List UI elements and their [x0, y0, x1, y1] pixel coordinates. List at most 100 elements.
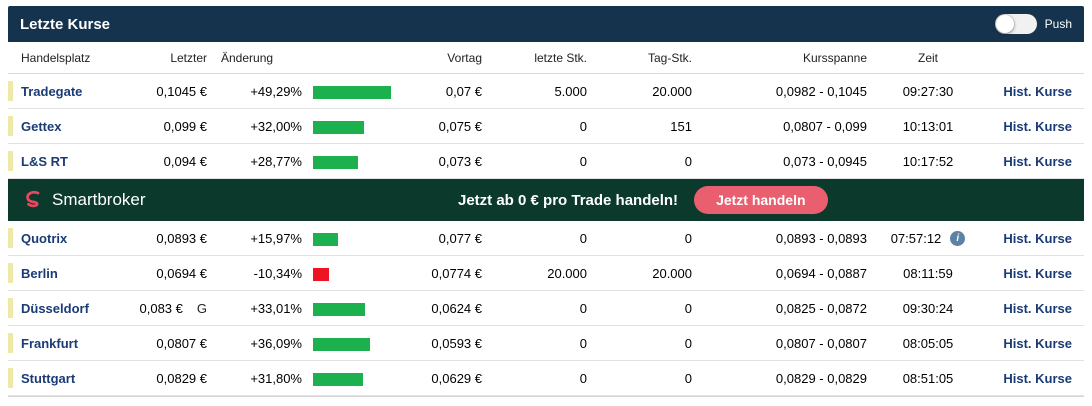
last-price: 0,094 €: [163, 153, 207, 169]
push-toggle[interactable]: [994, 14, 1037, 34]
last-price-cell: 0,0893 €: [128, 231, 213, 246]
col-header-letzter: Letzter: [170, 50, 207, 65]
last-price: 0,0694 €: [156, 265, 207, 281]
last-volume-cell: 20.000: [547, 265, 587, 281]
row-marker: [8, 298, 13, 318]
change-percent: +28,77%: [250, 153, 302, 169]
table-row: Stuttgart 0,0829 € +31,80% 0,0629 € 0 0 0,0829…: [8, 361, 1084, 396]
last-price-cell: 0,083 € G: [128, 301, 213, 316]
change-percent: +32,00%: [250, 118, 302, 134]
last-volume-cell: 5.000: [554, 83, 587, 99]
hist-kurse-link[interactable]: Hist. Kurse: [1003, 230, 1072, 246]
row-marker: [8, 81, 13, 101]
hist-kurse-link[interactable]: Hist. Kurse: [1003, 83, 1072, 99]
change-percent: +31,80%: [250, 370, 302, 386]
change-bar-cell: [308, 153, 408, 169]
hist-kurse-link[interactable]: Hist. Kurse: [1003, 335, 1072, 351]
change-bar-cell: [308, 300, 408, 316]
row-marker: [8, 333, 13, 353]
change-percent: -10,34%: [253, 265, 302, 281]
hist-kurse-link[interactable]: Hist. Kurse: [1003, 153, 1072, 169]
ad-message: Jetzt ab 0 € pro Trade handeln!: [458, 191, 679, 209]
prev-close-cell: 0,075 €: [438, 118, 482, 134]
time-cell: 08:11:59: [873, 266, 983, 281]
hist-cell: Hist. Kurse: [983, 154, 1084, 169]
venue-link[interactable]: Stuttgart: [21, 370, 76, 386]
venue-link[interactable]: L&S RT: [21, 153, 68, 169]
day-volume-cell: 0: [684, 153, 692, 169]
prev-close-cell: 0,07 €: [445, 83, 482, 99]
prev-close-cell: 0,077 €: [438, 230, 482, 246]
table-row: Frankfurt 0,0807 € +36,09% 0,0593 € 0 0 0,0807…: [8, 326, 1084, 361]
push-control: Push: [994, 14, 1072, 34]
change-percent: +33,01%: [250, 300, 302, 316]
change-bar-cell: [308, 118, 408, 134]
change-bar-cell: [308, 83, 408, 99]
time-cell: 09:27:30: [873, 84, 983, 99]
change-bar: [313, 337, 370, 351]
row-marker: [8, 228, 13, 248]
venue-link[interactable]: Gettex: [21, 118, 62, 134]
venue-link[interactable]: Berlin: [21, 265, 58, 281]
col-header-vortag: Vortag: [447, 50, 482, 65]
price-range-cell: 0,0694 - 0,0887: [775, 265, 867, 281]
venue-cell: Gettex: [8, 116, 128, 136]
venue-link[interactable]: Quotrix: [21, 230, 68, 246]
hist-cell: Hist. Kurse: [983, 301, 1084, 316]
table-row: L&S RT 0,094 € +28,77% 0,073 € 0 0 0,073 - 0,0…: [8, 144, 1084, 179]
row-marker: [8, 116, 13, 136]
row-marker: [8, 263, 13, 283]
col-header-kursspanne: Kursspanne: [802, 50, 867, 65]
venue-link[interactable]: Düsseldorf: [21, 300, 89, 316]
price-range-cell: 0,0982 - 0,1045: [775, 83, 867, 99]
hist-cell: Hist. Kurse: [983, 84, 1084, 99]
time-cell: 08:05:05: [873, 336, 983, 351]
last-price: 0,0807 €: [156, 335, 207, 351]
info-icon[interactable]: i: [950, 230, 966, 246]
change-percent: +49,29%: [250, 83, 302, 99]
hist-kurse-link[interactable]: Hist. Kurse: [1003, 265, 1072, 281]
time-cell: 07:57:12 i: [873, 230, 983, 246]
col-header-aenderung: Änderung: [221, 50, 274, 65]
ad-cta-button[interactable]: Jetzt handeln: [694, 186, 828, 214]
price-type-flag: G: [196, 300, 207, 316]
table-row: Gettex 0,099 € +32,00% 0,075 € 0 151 0,0807 - …: [8, 109, 1084, 144]
hist-kurse-link[interactable]: Hist. Kurse: [1003, 300, 1072, 316]
day-volume-cell: 20.000: [652, 265, 692, 281]
hist-cell: Hist. Kurse: [983, 336, 1084, 351]
table-row: Tradegate 0,1045 € +49,29% 0,07 € 5.000 20.00…: [8, 74, 1084, 109]
price-range-cell: 0,0825 - 0,0872: [775, 300, 867, 316]
venue-link[interactable]: Frankfurt: [21, 335, 79, 351]
last-price: 0,083 €: [139, 300, 183, 316]
change-bar-cell: [308, 335, 408, 351]
smartbroker-icon: [22, 189, 44, 211]
time-cell: 08:51:05: [873, 371, 983, 386]
col-header-tag-stk: Tag-Stk.: [647, 50, 692, 65]
hist-kurse-link[interactable]: Hist. Kurse: [1003, 118, 1072, 134]
prev-close-cell: 0,0629 €: [431, 370, 482, 386]
row-marker: [8, 368, 13, 388]
day-volume-cell: 0: [684, 230, 692, 246]
hist-cell: Hist. Kurse: [983, 371, 1084, 386]
venue-cell: Frankfurt: [8, 333, 128, 353]
venue-cell: Düsseldorf: [8, 298, 128, 318]
last-volume-cell: 0: [579, 153, 587, 169]
last-volume-cell: 0: [579, 118, 587, 134]
venue-cell: Berlin: [8, 263, 128, 283]
change-percent: +36,09%: [250, 335, 302, 351]
last-price: 0,1045 €: [156, 83, 207, 99]
day-volume-cell: 0: [684, 370, 692, 386]
venue-link[interactable]: Tradegate: [21, 83, 83, 99]
time-cell: 10:17:52: [873, 154, 983, 169]
change-bar-cell: [308, 265, 408, 281]
hist-kurse-link[interactable]: Hist. Kurse: [1003, 370, 1072, 386]
change-bar-cell: [308, 370, 408, 386]
last-volume-cell: 0: [579, 370, 587, 386]
time-value: 09:30:24: [902, 300, 954, 316]
ad-promo: Jetzt ab 0 € pro Trade handeln! Jetzt ha…: [181, 186, 1092, 214]
ad-banner[interactable]: Smartbroker Jetzt ab 0 € pro Trade hande…: [8, 179, 1084, 221]
row-marker: [8, 151, 13, 171]
time-value: 09:27:30: [902, 83, 954, 99]
price-range-cell: 0,0893 - 0,0893: [775, 230, 867, 246]
last-price-cell: 0,094 €: [128, 154, 213, 169]
